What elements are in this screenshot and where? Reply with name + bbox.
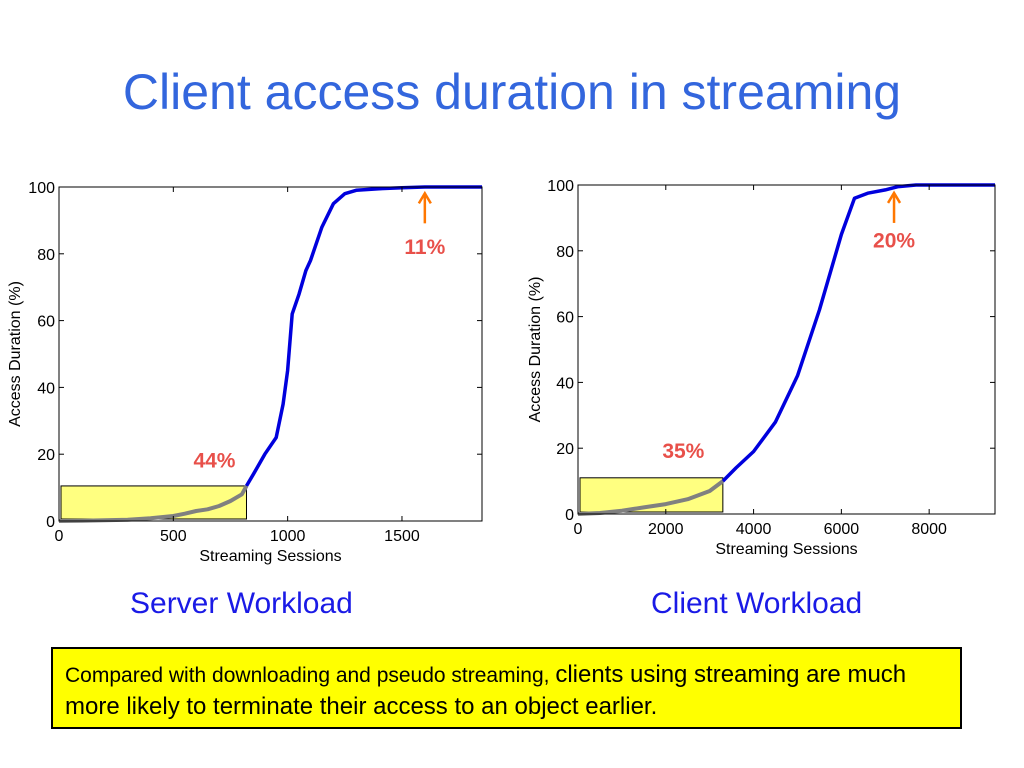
x-tick-label: 1000 bbox=[270, 528, 306, 545]
x-tick-label: 0 bbox=[55, 528, 64, 545]
cdf-curve-highlight bbox=[58, 484, 249, 523]
client-workload-caption: Client Workload bbox=[651, 587, 863, 620]
x-tick-label: 1500 bbox=[384, 528, 420, 545]
y-tick-label: 80 bbox=[556, 244, 574, 261]
plot-frame bbox=[58, 186, 483, 522]
y-axis-label: Access Duration (%) bbox=[7, 281, 24, 427]
conclusion-note: Compared with downloading and pseudo str… bbox=[51, 647, 962, 729]
highlight-box bbox=[60, 485, 247, 520]
y-tick-label: 80 bbox=[37, 247, 55, 264]
annotation-label: 35% bbox=[662, 440, 704, 463]
annotation-label: 11% bbox=[404, 236, 445, 259]
client-workload-chart: 0 2000 4000 6000 8000 0 20 40 60 80 100 Streaming S… bbox=[527, 178, 996, 558]
y-tick-label: 100 bbox=[28, 180, 55, 197]
note-rest-text: clients using streaming are much more li… bbox=[65, 661, 907, 721]
cdf-curve-highlight bbox=[577, 479, 725, 516]
x-tick-label: 500 bbox=[160, 528, 187, 545]
server-workload-chart: 0 500 1000 1500 0 20 40 60 80 100 Streaming Sessio… bbox=[7, 180, 483, 565]
annotation-label: 20% bbox=[873, 230, 915, 253]
annotation-arrowhead bbox=[417, 190, 432, 204]
y-tick-label: 40 bbox=[37, 380, 55, 397]
y-tick-label: 20 bbox=[37, 447, 55, 464]
x-tick-label: 0 bbox=[574, 521, 583, 538]
annotation-label: 44% bbox=[193, 450, 235, 473]
x-tick-label: 6000 bbox=[824, 521, 860, 538]
x-tick-label: 2000 bbox=[648, 521, 684, 538]
slide-title: Client access duration in streaming bbox=[122, 64, 902, 120]
cdf-curve bbox=[244, 185, 482, 487]
annotation-arrowhead bbox=[886, 190, 902, 204]
y-tick-label: 60 bbox=[37, 314, 55, 331]
cdf-curve bbox=[721, 183, 995, 483]
y-tick-label: 100 bbox=[547, 178, 574, 195]
x-tick-label: 8000 bbox=[911, 521, 947, 538]
plot-frame bbox=[577, 184, 996, 515]
y-tick-label: 0 bbox=[46, 514, 55, 531]
x-axis-label: Streaming Sessions bbox=[199, 548, 341, 565]
y-tick-label: 20 bbox=[556, 441, 574, 458]
y-tick-label: 40 bbox=[556, 375, 574, 392]
x-tick-label: 4000 bbox=[736, 521, 772, 538]
y-axis-label: Access Duration (%) bbox=[527, 277, 544, 423]
y-tick-label: 60 bbox=[556, 310, 574, 327]
y-tick-label: 0 bbox=[565, 507, 574, 524]
note-lead-text: Compared with downloading and pseudo str… bbox=[65, 664, 556, 687]
server-workload-caption: Server Workload bbox=[130, 587, 353, 620]
x-axis-label: Streaming Sessions bbox=[715, 541, 857, 558]
